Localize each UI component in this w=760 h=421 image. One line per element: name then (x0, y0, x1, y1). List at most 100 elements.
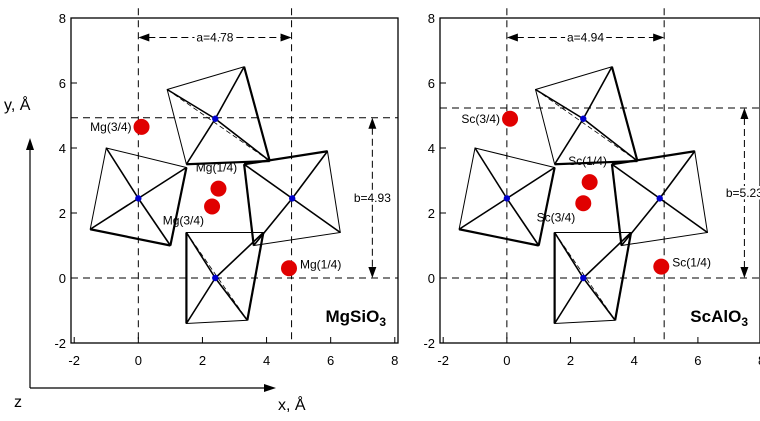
octahedron-solid-edge (214, 66, 245, 120)
a-arrowhead-right (653, 33, 665, 42)
octahedron-solid-edge (659, 150, 696, 199)
x-tick-label: 8 (758, 353, 760, 368)
octahedron-solid-edge (582, 118, 638, 162)
octahedron-solid-edge (506, 166, 556, 200)
x-axis-title: x, Å (278, 395, 306, 414)
a-site-atom (281, 260, 297, 277)
octahedron-solid-edge (535, 88, 584, 120)
y-tick-label: 6 (428, 76, 435, 91)
x-tick-label: 4 (263, 353, 270, 368)
octahedron-solid-edge (291, 150, 329, 199)
octahedron-solid-edge (137, 197, 172, 246)
x-tick-label: 0 (503, 353, 510, 368)
y-tick-label: 8 (59, 11, 66, 26)
tick-labels: -2 0 2 4 6 8 -2 0 2 4 6 8 (423, 11, 760, 368)
y-axis-title: y, Å (4, 95, 31, 114)
plot-frame (70, 17, 399, 344)
octahedron-solid-edge (214, 231, 264, 279)
octahedron-solid-edge (185, 118, 216, 165)
plot-frame (439, 17, 760, 344)
octahedron-solid-edge (553, 277, 584, 324)
atom-label: Mg(3/4) (90, 120, 131, 134)
octahedron-solid-edge (582, 66, 613, 120)
x-tick-label: 4 (631, 353, 638, 368)
x-direction-arrowhead (264, 384, 276, 392)
octahedron-front-edge (243, 164, 255, 246)
octahedron-solid-edge (89, 197, 139, 230)
y-tick-label: -2 (423, 336, 435, 351)
z-axis-title: z (14, 394, 22, 411)
a-arrowhead-left (506, 33, 518, 42)
formula-subscript: 3 (741, 315, 748, 329)
b-label: b=5.23 (726, 186, 760, 200)
octahedron-solid-edge (291, 197, 341, 234)
a-site-atom (575, 195, 592, 212)
a-arrowhead-right (280, 33, 292, 42)
b-site-center (212, 274, 219, 282)
grid-lines (71, 8, 398, 343)
octahedron-solid-edge (214, 118, 271, 162)
formula-main: MgSiO (325, 307, 379, 326)
x-tick-label: -2 (68, 353, 80, 368)
y-tick-label: -2 (54, 336, 66, 351)
atom-label: Sc(1/4) (568, 154, 607, 168)
a-site-atom (653, 258, 670, 275)
x-tick-label: 2 (567, 353, 574, 368)
b-site-center (656, 195, 663, 202)
x-tick-label: -2 (437, 353, 449, 368)
y-tick-label: 2 (59, 206, 66, 221)
y-tick-label: 4 (428, 141, 435, 156)
a-site-atom (210, 180, 227, 197)
formula-main: ScAlO (690, 307, 741, 326)
octahedron-front-edge (610, 66, 639, 162)
y-direction-arrowhead (26, 138, 34, 150)
octahedron-front-edge (610, 164, 623, 246)
octahedron-solid-edge (582, 231, 632, 279)
octahedron-solid-edge (243, 163, 293, 200)
b-site-center (212, 115, 219, 122)
formula-subscript: 3 (379, 315, 386, 329)
octahedron-solid-edge (620, 197, 661, 247)
x-tick-label: 8 (391, 353, 398, 368)
b-arrowhead-top (740, 108, 749, 120)
octahedra (458, 66, 709, 325)
octahedron-front-edge (169, 167, 188, 246)
atoms: Sc(3/4) Sc(1/4) Sc(3/4) Sc(1/4) (461, 110, 711, 275)
octahedron-front-edge (243, 150, 328, 166)
y-tick-label: 0 (59, 271, 66, 286)
b-site-center (289, 195, 296, 202)
formula-label: MgSiO3 (325, 307, 386, 329)
octahedron-front-edge (246, 232, 265, 321)
atom-label: Mg(1/4) (196, 161, 237, 175)
atom-label: Sc(3/4) (461, 112, 500, 126)
unit-cell (138, 33, 377, 278)
octahedron-solid-edge (185, 232, 216, 279)
octahedron-diagonal (166, 89, 270, 162)
b-site-center (580, 115, 587, 122)
octahedron-solid-edge (458, 197, 508, 230)
octahedron-front-edge (243, 66, 271, 162)
unit-cell (506, 33, 749, 278)
octahedron-solid-edge (137, 166, 187, 200)
octahedra (89, 66, 341, 325)
y-tick-label: 0 (428, 271, 435, 286)
y-tick-label: 2 (428, 206, 435, 221)
b-label: b=4.93 (354, 191, 391, 205)
atom-label: Sc(3/4) (537, 210, 576, 224)
atom-label: Mg(3/4) (163, 214, 204, 228)
octahedron-solid-edge (611, 163, 661, 200)
octahedron-solid-edge (582, 277, 616, 321)
octahedron-solid-edge (214, 277, 248, 321)
b-site-center (503, 195, 511, 202)
x-tick-label: 6 (327, 353, 334, 368)
grid-lines (440, 8, 760, 343)
b-site-center (580, 274, 587, 282)
panel-mgsio3: Mg(3/4) Mg(1/4) Mg(3/4) Mg(1/4) -2 0 2 4 6 8 -2 0 2… (54, 8, 399, 368)
octahedron-solid-edge (253, 197, 293, 247)
a-site-atom (133, 118, 150, 135)
a-site-atom (502, 110, 519, 127)
a-label: a=4.78 (196, 31, 233, 45)
y-tick-label: 8 (428, 11, 435, 26)
